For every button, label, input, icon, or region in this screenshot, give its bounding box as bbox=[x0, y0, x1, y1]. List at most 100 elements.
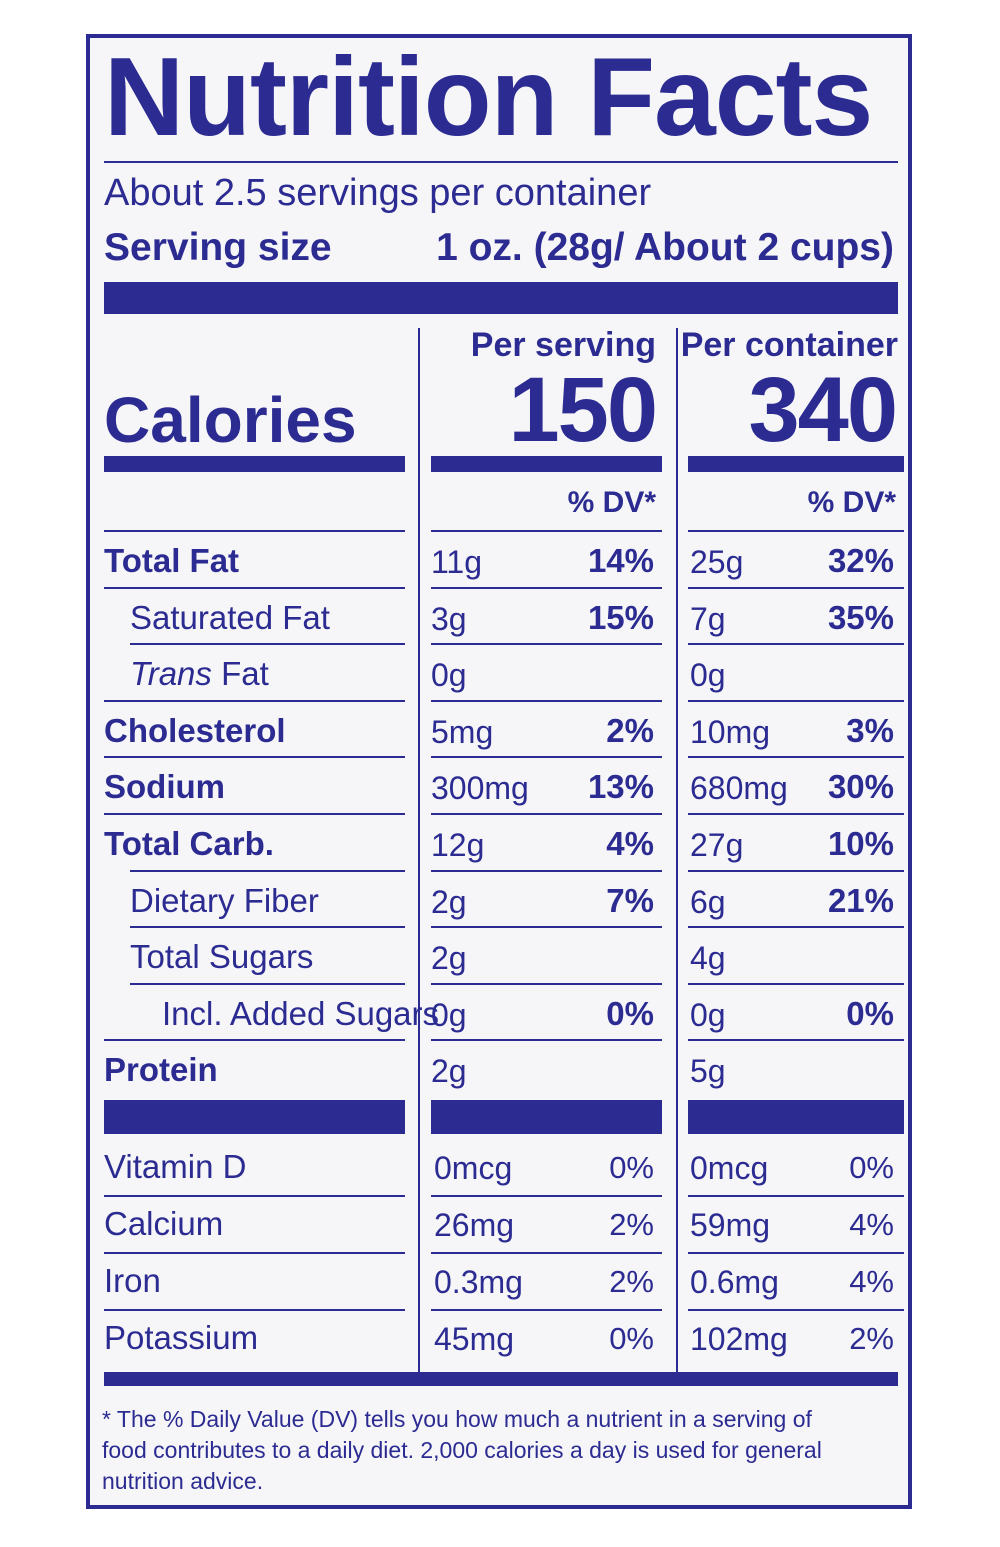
nutrient-name: Trans Fat bbox=[130, 655, 269, 692]
row-rule bbox=[431, 926, 662, 928]
serving-dv-percent: 14% bbox=[587, 542, 654, 579]
container-dv-percent: 32% bbox=[827, 542, 894, 579]
container-amount: 25g bbox=[690, 544, 744, 580]
serving-dv-percent: 2% bbox=[609, 1264, 654, 1299]
servings-per-container: About 2.5 servings per container bbox=[104, 172, 652, 214]
vitamin-name: Potassium bbox=[104, 1319, 259, 1356]
row-rule bbox=[130, 926, 405, 928]
row-rule bbox=[688, 530, 904, 532]
nutrient-name: Incl. Added Sugars bbox=[162, 995, 440, 1032]
container-dv-percent: 2% bbox=[849, 1321, 894, 1356]
row-rule bbox=[688, 1252, 904, 1254]
row-rule bbox=[431, 813, 662, 815]
serving-dv-percent: 2% bbox=[609, 1207, 654, 1242]
per-serving-heading: Per serving bbox=[470, 326, 656, 364]
nutrient-name: Dietary Fiber bbox=[130, 882, 319, 919]
container-dv-percent: 0% bbox=[846, 995, 894, 1032]
column-divider-2 bbox=[676, 328, 678, 1374]
row-rule bbox=[431, 756, 662, 758]
serving-amount: 3g bbox=[431, 601, 467, 637]
calories-bar-serving bbox=[431, 456, 662, 472]
row-rule bbox=[431, 870, 662, 872]
nutrient-name: Total Carb. bbox=[104, 825, 274, 862]
container-dv-percent: 30% bbox=[827, 768, 894, 805]
vitamin-name: Calcium bbox=[104, 1205, 224, 1242]
container-dv-percent: 35% bbox=[827, 599, 894, 636]
container-dv-percent: 0% bbox=[849, 1150, 894, 1185]
thick-bar-top bbox=[104, 282, 898, 314]
vitamin-bar-name bbox=[104, 1100, 405, 1134]
container-dv-percent: 21% bbox=[827, 882, 894, 919]
serving-dv-percent: 15% bbox=[587, 599, 654, 636]
row-rule bbox=[688, 1309, 904, 1311]
vitamin-name: Iron bbox=[104, 1262, 161, 1299]
serving-dv-percent: 4% bbox=[606, 825, 654, 862]
serving-amount: 0g bbox=[431, 997, 467, 1033]
serving-amount: 0g bbox=[431, 657, 467, 693]
serving-amount: 2g bbox=[431, 884, 467, 920]
calories-bar-name bbox=[104, 456, 405, 472]
container-dv-percent: 10% bbox=[827, 825, 894, 862]
container-amount: 7g bbox=[690, 601, 726, 637]
container-amount: 0.6mg bbox=[690, 1264, 779, 1300]
container-amount: 0g bbox=[690, 657, 726, 693]
row-rule bbox=[688, 643, 904, 645]
serving-amount: 45mg bbox=[434, 1321, 515, 1357]
serving-amount: 300mg bbox=[431, 770, 529, 806]
dv-heading-serving: % DV* bbox=[567, 486, 656, 519]
row-rule bbox=[130, 870, 405, 872]
row-rule bbox=[688, 1195, 904, 1197]
serving-amount: 2g bbox=[431, 1053, 467, 1089]
container-amount: 4g bbox=[690, 940, 726, 976]
label-title: Nutrition Facts bbox=[104, 35, 873, 159]
row-rule bbox=[431, 530, 662, 532]
container-amount: 0g bbox=[690, 997, 726, 1033]
trans-italic: Trans bbox=[130, 655, 212, 692]
nutrient-name: Saturated Fat bbox=[130, 599, 330, 636]
container-amount: 102mg bbox=[690, 1321, 788, 1357]
vitamin-bar-container bbox=[688, 1100, 904, 1134]
row-rule bbox=[104, 1309, 405, 1311]
row-rule bbox=[688, 813, 904, 815]
calories-bar-container bbox=[688, 456, 904, 472]
row-rule bbox=[104, 756, 405, 758]
title-rule bbox=[104, 161, 898, 163]
container-dv-percent: 4% bbox=[849, 1264, 894, 1299]
row-rule bbox=[104, 1252, 405, 1254]
row-rule bbox=[104, 1039, 405, 1041]
row-rule bbox=[431, 1195, 662, 1197]
container-dv-percent: 3% bbox=[846, 712, 894, 749]
calories-per-serving: 150 bbox=[508, 359, 658, 461]
container-amount: 59mg bbox=[690, 1207, 771, 1243]
row-rule bbox=[688, 870, 904, 872]
nutrition-facts-label: Nutrition Facts About 2.5 servings per c… bbox=[86, 34, 912, 1509]
container-amount: 27g bbox=[690, 827, 744, 863]
serving-dv-percent: 0% bbox=[609, 1321, 654, 1356]
row-rule bbox=[431, 700, 662, 702]
footnote: * The % Daily Value (DV) tells you how m… bbox=[102, 1406, 822, 1494]
serving-size-value: 1 oz. (28g/ About 2 cups) bbox=[436, 226, 894, 269]
vitamin-bar-serving bbox=[431, 1100, 662, 1134]
row-rule bbox=[431, 1252, 662, 1254]
serving-amount: 11g bbox=[431, 544, 483, 580]
calories-label: Calories bbox=[104, 384, 357, 456]
serving-dv-percent: 0% bbox=[609, 1150, 654, 1185]
row-rule bbox=[130, 983, 405, 985]
dv-heading-container: % DV* bbox=[807, 486, 896, 519]
container-amount: 5g bbox=[690, 1053, 726, 1089]
row-rule bbox=[431, 983, 662, 985]
row-rule bbox=[431, 643, 662, 645]
serving-size-label: Serving size bbox=[104, 226, 332, 269]
row-rule bbox=[104, 1195, 405, 1197]
column-divider-1 bbox=[418, 328, 420, 1374]
serving-dv-percent: 13% bbox=[587, 768, 654, 805]
nutrient-name: Protein bbox=[104, 1051, 218, 1088]
serving-amount: 2g bbox=[431, 940, 467, 976]
container-amount: 680mg bbox=[690, 770, 788, 806]
row-rule bbox=[688, 700, 904, 702]
vitamin-name: Vitamin D bbox=[104, 1148, 247, 1185]
serving-dv-percent: 0% bbox=[606, 995, 654, 1032]
row-rule bbox=[104, 530, 405, 532]
row-rule bbox=[104, 587, 405, 589]
row-rule bbox=[688, 926, 904, 928]
